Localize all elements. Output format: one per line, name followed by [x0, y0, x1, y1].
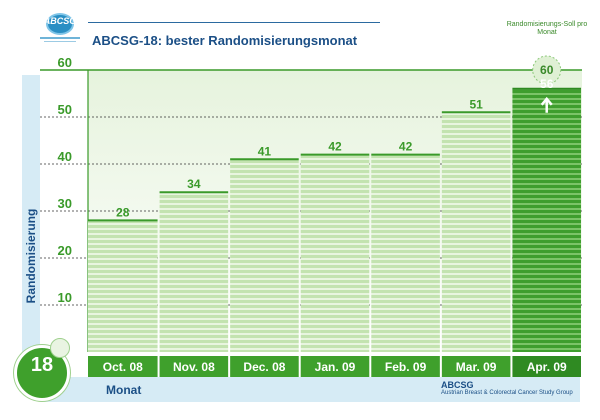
logo-circle-icon: [46, 13, 74, 35]
bar-value-label: 56: [540, 77, 554, 91]
category-cell-5: [441, 356, 511, 377]
y-tick-label: 10: [58, 290, 72, 305]
category-cell-1: [159, 356, 229, 377]
x-tick-label: Apr. 09: [527, 360, 567, 374]
bar-0: [88, 220, 158, 352]
chart-title: ABCSG-18: bester Randomisierungsmonat: [92, 33, 358, 48]
bar-value-label: 41: [258, 144, 272, 158]
bar-5: [441, 112, 511, 352]
y-tick-label: 20: [58, 243, 72, 258]
target-value: 60: [540, 63, 554, 77]
category-cell-0: [88, 356, 158, 377]
bar-value-label: 42: [399, 140, 413, 154]
up-arrow-icon: [540, 96, 553, 113]
bar-value-label: 42: [328, 140, 342, 154]
category-cell-2: [230, 356, 299, 377]
bar-value-label: 51: [469, 97, 483, 111]
bar-value-label: 28: [116, 205, 130, 219]
bar-1: [159, 192, 229, 352]
category-cell-4: [371, 356, 440, 377]
title-rule: [88, 22, 380, 23]
logo-text: ABCSG: [43, 16, 77, 26]
bar-2: [230, 159, 299, 352]
y-tick-label: 60: [58, 55, 72, 70]
x-tick-label: Oct. 08: [103, 360, 143, 374]
logo-underline: [40, 37, 80, 39]
abcsg-logo: ABCSG: [40, 13, 80, 47]
x-tick-label: Nov. 08: [173, 360, 215, 374]
bar-6: [512, 88, 581, 353]
study-badge: 18: [14, 345, 70, 401]
x-axis-band: [40, 377, 580, 402]
bar-3: [300, 154, 370, 352]
x-tick-label: Dec. 08: [243, 360, 285, 374]
y-tick-label: 50: [58, 102, 72, 117]
x-tick-label: Jan. 09: [315, 360, 356, 374]
x-axis-label: Monat: [106, 383, 142, 397]
target-legend: Randomisierungs-Soll pro Monat: [506, 21, 588, 36]
badge-dot-icon: [50, 338, 70, 358]
category-cell-3: [300, 356, 370, 377]
category-cell-6: [512, 356, 581, 377]
y-axis-band: [22, 75, 40, 357]
target-circle: [532, 55, 562, 85]
bar-value-label: 34: [187, 177, 201, 191]
y-tick-label: 30: [58, 196, 72, 211]
y-tick-label: 40: [58, 149, 72, 164]
logo-underline-thin: [44, 41, 76, 42]
badge-number: 18: [30, 354, 54, 376]
footer-org-full: Austrian Breast & Colorectal Cancer Stud…: [441, 390, 573, 396]
footer-org: ABCSG: [441, 380, 474, 390]
bar-4: [371, 154, 440, 352]
x-tick-label: Feb. 09: [385, 360, 427, 374]
x-tick-label: Mar. 09: [456, 360, 497, 374]
